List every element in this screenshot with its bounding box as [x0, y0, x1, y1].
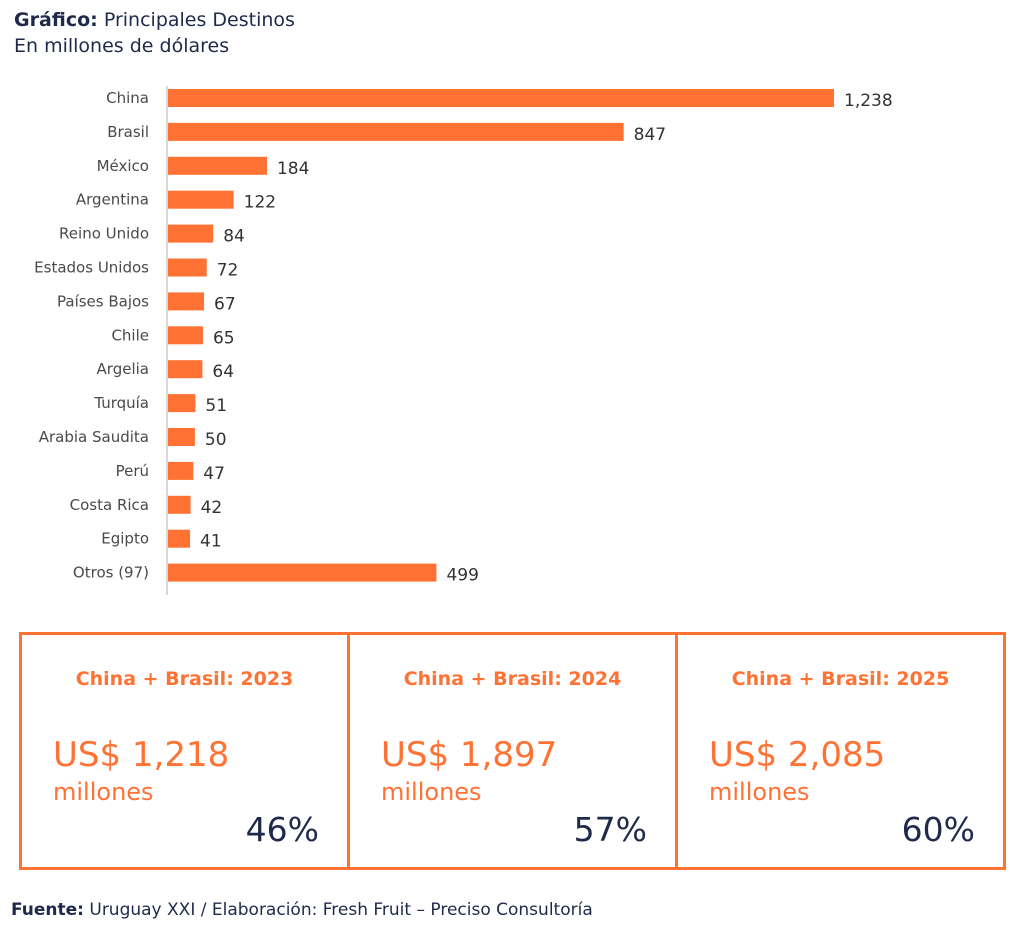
category-label: Costa Rica [70, 496, 149, 514]
value-label: 67 [214, 294, 236, 314]
bar [168, 122, 624, 141]
bar [168, 495, 191, 514]
value-label: 47 [203, 464, 225, 484]
bar [168, 461, 194, 480]
bar [168, 224, 214, 243]
value-label: 84 [223, 227, 245, 247]
card-percent: 46% [245, 810, 319, 849]
bar [168, 394, 196, 413]
category-label: Estados Unidos [34, 259, 149, 277]
title-text: Principales Destinos [97, 9, 295, 31]
card-title: China + Brasil: 2025 [731, 668, 950, 690]
card-title: China + Brasil: 2023 [75, 668, 294, 690]
card-title: China + Brasil: 2024 [403, 668, 622, 690]
value-label: 64 [212, 362, 234, 382]
category-label: Argentina [76, 191, 149, 209]
summary-cards: China + Brasil: 2023 US$ 1,218 millones … [19, 632, 1006, 870]
card-unit: millones [381, 778, 482, 806]
category-label: China [106, 89, 149, 107]
chart-title: Gráfico: Principales Destinos [14, 7, 295, 33]
bar [168, 190, 234, 209]
summary-card-2024: China + Brasil: 2024 US$ 1,897 millones … [347, 635, 675, 867]
category-label: Chile [111, 326, 149, 344]
category-label: Egipto [101, 530, 149, 548]
card-percent: 57% [573, 810, 647, 849]
bar [168, 156, 267, 175]
card-percent: 60% [901, 810, 975, 849]
value-label: 41 [200, 532, 222, 552]
category-label: Arabia Saudita [39, 428, 149, 446]
bar-chart: China 1,238 Brasil 847 México 184 Argentina 122… [34, 86, 893, 595]
card-amount: US$ 2,085 [709, 735, 886, 775]
bar [168, 258, 207, 277]
bar [168, 360, 203, 379]
value-label: 122 [244, 193, 276, 213]
summary-card-2023: China + Brasil: 2023 US$ 1,218 millones … [22, 635, 347, 867]
source-prefix: Fuente: [11, 900, 84, 920]
category-label: Países Bajos [57, 292, 149, 310]
card-unit: millones [53, 778, 154, 806]
source-text: Uruguay XXI / Elaboración: Fresh Fruit –… [83, 900, 593, 920]
category-label: Perú [116, 462, 149, 480]
category-label: México [97, 157, 149, 175]
bar [168, 563, 437, 582]
bar [168, 89, 834, 107]
value-label: 72 [217, 261, 239, 281]
summary-card-2025: China + Brasil: 2025 US$ 2,085 millones … [675, 635, 1003, 867]
chart-subtitle: En millones de dólares [14, 35, 230, 57]
value-label: 184 [277, 159, 309, 179]
bar [168, 428, 195, 446]
bar [168, 292, 205, 311]
card-unit: millones [709, 778, 810, 806]
category-label: Reino Unido [59, 225, 149, 243]
source-note: Fuente: Uruguay XXI / Elaboración: Fresh… [11, 900, 593, 920]
card-amount: US$ 1,218 [53, 735, 230, 775]
category-label: Argelia [97, 360, 149, 378]
value-label: 42 [201, 498, 223, 518]
category-label: Brasil [107, 123, 149, 141]
value-label: 51 [205, 396, 227, 416]
value-label: 847 [634, 125, 666, 145]
value-label: 1,238 [844, 91, 893, 111]
bar [168, 326, 203, 345]
value-label: 65 [213, 328, 235, 348]
bar [168, 529, 191, 548]
category-label: Otros (97) [73, 564, 149, 582]
category-label: Turquía [93, 394, 149, 412]
value-label: 50 [205, 430, 227, 450]
title-prefix: Gráfico: [14, 9, 98, 31]
value-label: 499 [446, 566, 478, 586]
card-amount: US$ 1,897 [381, 735, 558, 775]
chart-title-block: Gráfico: Principales Destinos En millone… [14, 7, 295, 59]
